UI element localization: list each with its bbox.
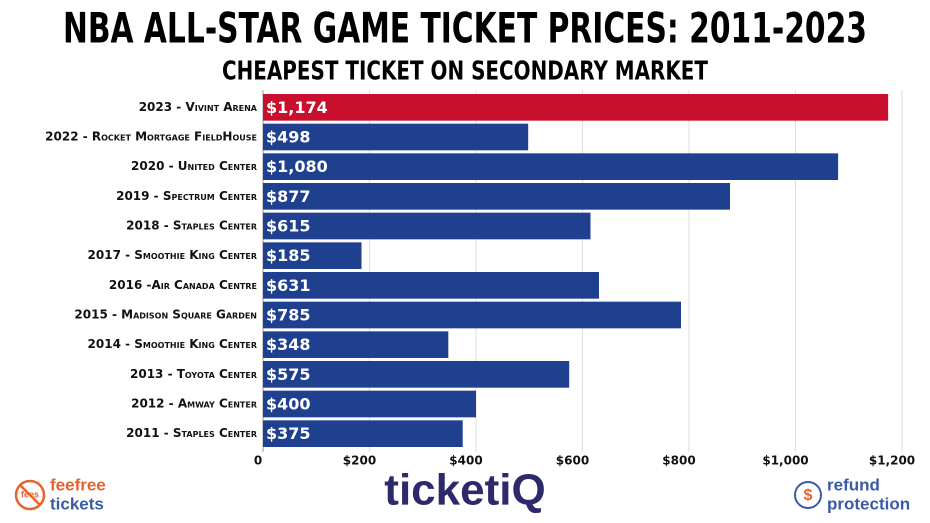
y-tick-label: 2012 - Amway Center: [131, 397, 257, 411]
x-tick-label: $1,200: [869, 454, 915, 468]
value-label: $185: [266, 246, 311, 265]
logo-text: fees: [21, 489, 39, 499]
y-tick-label: 2019 - Spectrum Center: [116, 189, 257, 203]
bar: [263, 242, 362, 269]
value-label: $1,174: [266, 98, 328, 117]
value-label: $400: [266, 395, 311, 414]
value-label: $498: [266, 128, 311, 147]
logo-icon: [19, 484, 41, 506]
bar: [263, 390, 476, 418]
bar: [263, 331, 449, 358]
y-tick-label: 2016 -Air Canada Centre: [109, 278, 257, 292]
y-tick-label: 2014 - Smoothie King Center: [88, 337, 257, 351]
refund-logo: $ refund protection: [794, 475, 910, 513]
value-label: $348: [266, 335, 311, 354]
logo-text: $: [804, 487, 813, 504]
logo-text: protection: [827, 494, 910, 513]
bar: [263, 420, 463, 447]
bar: [263, 212, 591, 240]
logo-text: tickets: [50, 494, 104, 513]
y-tick-label: 2017 - Smoothie King Center: [88, 248, 257, 262]
bar: [263, 361, 570, 388]
chart-title: NBA ALL-STAR GAME TICKET PRICES: 2011-20…: [63, 4, 867, 53]
bar: [263, 94, 889, 121]
value-label: $785: [266, 306, 311, 325]
feefree-logo: fees feefree tickets: [14, 475, 106, 513]
y-tick-label: 2020 - United Center: [131, 159, 257, 173]
x-tick-label: $800: [662, 454, 695, 468]
y-tick-label: 2011 - Staples Center: [126, 426, 257, 440]
bar: [263, 301, 682, 329]
value-label: $575: [266, 365, 311, 384]
y-tick-label: 2015 - Madison Square Garden: [74, 308, 257, 322]
value-label: $375: [266, 424, 311, 443]
logo-text: feefree: [50, 475, 106, 494]
y-tick-label: 2013 - Toyota Center: [130, 367, 257, 381]
value-label: $877: [266, 187, 311, 206]
value-label: $615: [266, 217, 311, 236]
bar: [263, 183, 731, 210]
brand-logo: ticketiQ: [384, 466, 545, 515]
x-tick-label: $1,000: [762, 454, 808, 468]
value-label: $631: [266, 276, 311, 295]
x-tick-label: 0: [254, 454, 262, 468]
y-tick-label: 2018 - Staples Center: [126, 219, 257, 233]
logo-icon: [794, 481, 822, 509]
x-tick-label: $200: [343, 454, 376, 468]
bar: [263, 153, 839, 180]
logo-text: refund: [827, 475, 880, 494]
logo-icon: [14, 479, 46, 511]
y-tick-label: 2023 - Vivint Arena: [139, 100, 258, 114]
x-tick-label: $400: [449, 454, 482, 468]
x-tick-label: $600: [556, 454, 589, 468]
bar: [263, 272, 600, 299]
chart-subtitle: CHEAPEST TICKET ON SECONDARY MARKET: [222, 57, 708, 87]
bar: [263, 123, 529, 151]
y-tick-label: 2022 - Rocket Mortgage FieldHouse: [45, 130, 257, 144]
value-label: $1,080: [266, 157, 328, 176]
